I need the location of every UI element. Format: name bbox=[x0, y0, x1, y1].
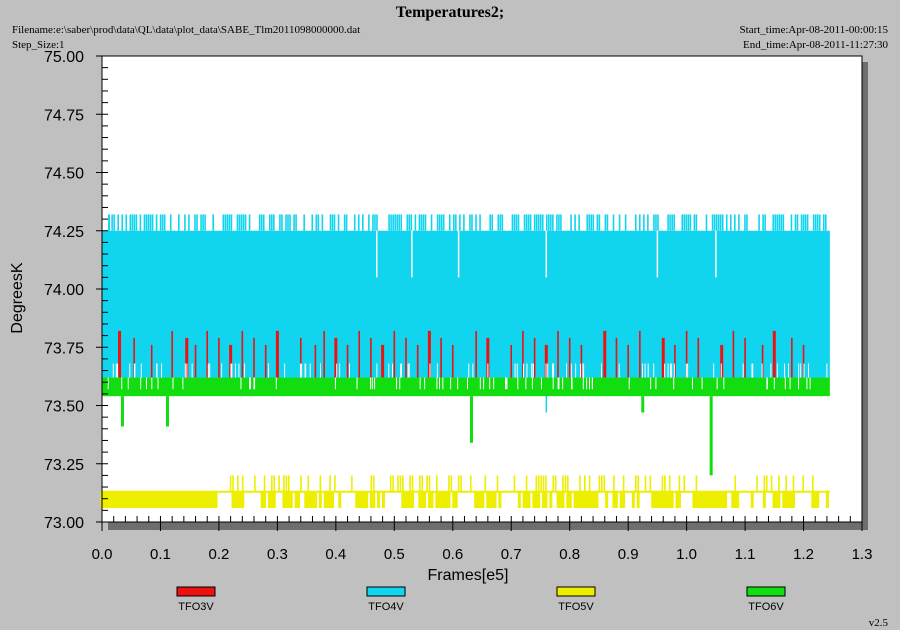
legend-swatch-TFO5V bbox=[556, 586, 596, 597]
x-tick-label: 1.0 bbox=[676, 546, 697, 563]
axis-layer: 0.0 0.1 0.2 0.3 0.4 0.5 0.6 0.7 0.8 0.9 1.0 1.1 1.2 1… bbox=[44, 49, 872, 563]
y-axis-label: DegreesK bbox=[9, 262, 26, 333]
version-label: v2.5 bbox=[869, 617, 889, 629]
y-tick-label: 74.50 bbox=[44, 166, 84, 183]
y-tick-label: 74.25 bbox=[44, 224, 84, 241]
x-tick-label: 0.1 bbox=[150, 546, 171, 563]
step-size-label: Step_Size:1 bbox=[12, 39, 65, 51]
legend-label-TFO4V: TFO4V bbox=[368, 601, 404, 613]
x-tick-label: 1.3 bbox=[852, 546, 873, 563]
y-tick-label: 73.00 bbox=[44, 515, 84, 532]
y-tick-label: 74.75 bbox=[44, 107, 84, 124]
series-layer bbox=[100, 214, 830, 509]
legend-swatch-TFO4V bbox=[366, 586, 406, 597]
x-tick-label: 0.6 bbox=[442, 546, 463, 563]
y-tick-label: 75.00 bbox=[44, 49, 84, 66]
series-TFO6V bbox=[102, 377, 830, 476]
chart-title: Temperatures2; bbox=[396, 4, 504, 21]
series-TFO3V bbox=[112, 330, 828, 378]
series-TFO6V-band bbox=[102, 377, 830, 397]
x-tick-label: 0.2 bbox=[208, 546, 229, 563]
legend-label-TFO6V: TFO6V bbox=[748, 601, 784, 613]
series-TFO5V bbox=[100, 475, 830, 509]
x-tick-label: 1.1 bbox=[735, 546, 756, 563]
legend-label-TFO3V: TFO3V bbox=[178, 601, 214, 613]
x-tick-label: 0.7 bbox=[501, 546, 522, 563]
y-tick-label: 74.00 bbox=[44, 282, 84, 299]
x-tick-label: 0.8 bbox=[559, 546, 580, 563]
x-tick-label: 0.0 bbox=[92, 546, 113, 563]
x-tick-label: 1.2 bbox=[793, 546, 814, 563]
x-tick-label: 0.9 bbox=[618, 546, 639, 563]
x-tick-label: 0.5 bbox=[384, 546, 405, 563]
x-axis-label: Frames[e5] bbox=[428, 567, 509, 584]
start-time-label: Start_time:Apr-08-2011-00:00:15 bbox=[740, 24, 889, 36]
y-tick-label: 73.50 bbox=[44, 399, 84, 416]
y-tick-label: 73.75 bbox=[44, 340, 84, 357]
legend-swatch-TFO6V bbox=[746, 586, 786, 597]
legend: TFO3V TFO4V TFO5V TFO6V bbox=[176, 586, 786, 613]
legend-label-TFO5V: TFO5V bbox=[558, 601, 594, 613]
end-time-label: End_time:Apr-08-2011-11:27:30 bbox=[743, 39, 888, 51]
series-TFO4V-band bbox=[102, 230, 830, 378]
x-tick-label: 0.4 bbox=[325, 546, 346, 563]
filename-label: Filename:e:\saber\prod\data\QL\data\plot… bbox=[12, 24, 360, 36]
series-TFO4V bbox=[101, 214, 830, 413]
legend-swatch-TFO3V bbox=[176, 586, 216, 597]
y-tick-label: 73.25 bbox=[44, 457, 84, 474]
x-tick-label: 0.3 bbox=[267, 546, 288, 563]
